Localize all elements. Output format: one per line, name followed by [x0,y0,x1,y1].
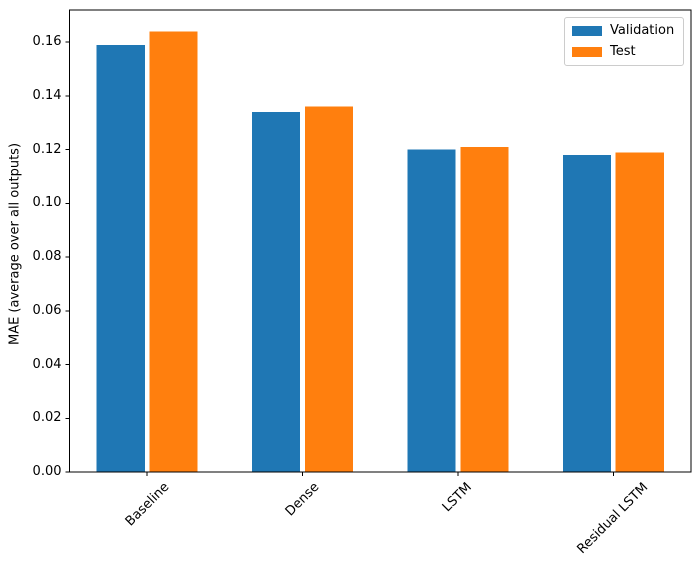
bar-validation-dense [252,112,301,473]
legend-label-validation: Validation [610,23,675,38]
bar-test-baseline [149,31,198,472]
bar-test-lstm [460,146,509,472]
legend: Validation Test [564,17,685,66]
y-tick-label: 0.04 [32,356,62,372]
legend-label-test: Test [610,44,636,59]
legend-item-test: Test [572,44,674,60]
validation-color-swatch [572,26,602,36]
bar-test-residual-lstm [615,152,664,472]
test-color-swatch [572,47,602,57]
y-tick-label: 0.16 [32,34,62,50]
y-tick-label: 0.06 [32,302,62,318]
axes-frame [69,9,692,473]
bar-validation-residual-lstm [562,155,611,472]
bar-validation-lstm [407,149,456,472]
y-tick-label: 0.00 [32,464,62,479]
y-tick-label: 0.14 [32,87,62,103]
legend-item-validation: Validation [572,23,674,39]
y-tick-label: 0.02 [32,410,62,426]
y-tick-label: 0.12 [32,141,62,157]
bar-validation-baseline [96,44,145,472]
bar-test-dense [304,106,354,472]
y-tick-label: 0.10 [32,195,62,211]
y-tick-label: 0.08 [32,249,62,265]
